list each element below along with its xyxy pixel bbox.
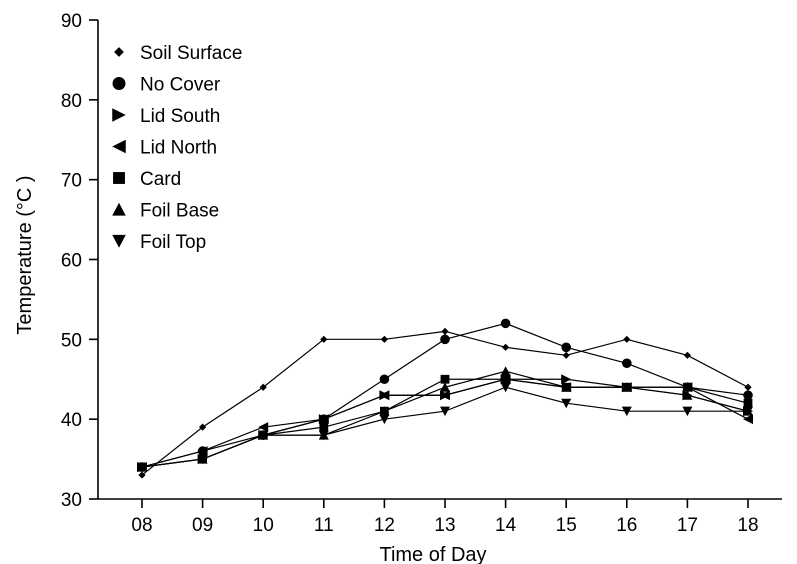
legend-item-soil-surface: Soil Surface [114,43,242,64]
legend-label-lid-north: Lid North [140,138,217,159]
data-point-foil-top [440,406,450,417]
x-tick-label: 09 [192,515,213,536]
legend-item-foil-base: Foil Base [112,201,219,222]
data-point-no-cover [743,390,753,401]
series-line-lid-south [141,378,749,468]
data-point-card [501,374,510,384]
data-point-soil-surface [502,343,510,351]
x-tick-label: 14 [495,515,517,536]
data-point-foil-top [318,430,329,441]
data-point-foil-top [682,406,693,417]
data-point-no-cover [440,334,450,345]
x-tick-label: 12 [374,515,395,536]
data-point-foil-top [137,462,147,473]
data-point-foil-top [258,430,269,441]
data-point-soil-surface [441,327,449,335]
data-point-foil-top [621,406,632,417]
y-tick-label: 30 [61,490,82,511]
data-point-soil-surface [623,335,631,343]
data-point-foil-top [561,398,572,409]
x-tick-label: 08 [131,515,152,536]
data-point-no-cover [561,342,571,353]
data-point-no-cover [500,318,511,329]
data-point-foil-top [379,414,390,425]
legend-item-lid-south: Lid South [112,106,220,127]
legend-label-foil-top: Foil Top [140,232,206,253]
series-line-lid-north [141,378,749,468]
x-tick-label: 17 [677,515,698,536]
data-point-foil-base [440,382,450,392]
data-point-foil-top [197,454,208,465]
x-axis-title: Time of Day [379,544,486,564]
y-tick-label: 60 [61,251,82,272]
data-point-foil-base [682,390,693,400]
x-tick-label: 16 [616,515,637,536]
data-point-soil-surface [320,335,328,343]
data-point-foil-base [379,406,390,416]
y-tick-label: 80 [61,91,82,112]
series-line-foil-top [141,386,748,468]
data-point-soil-surface [744,383,752,391]
data-point-card [683,382,692,392]
legend-marker-lid-north [112,139,126,154]
data-point-foil-top [743,406,753,417]
legend-label-soil-surface: Soil Surface [140,43,242,64]
data-point-soil-surface [199,423,207,431]
data-point-foil-base [500,366,511,376]
data-point-lid-south [561,374,572,385]
legend-item-foil-top: Foil Top [112,232,206,253]
legend-label-card: Card [140,169,181,190]
data-point-soil-surface [562,351,570,359]
y-tick-label: 90 [61,11,82,32]
series-line-card [141,378,749,468]
data-point-no-cover [622,358,632,369]
legend-marker-lid-south [112,108,126,122]
data-point-lid-north [379,390,390,401]
x-tick-label: 18 [737,515,758,536]
data-point-lid-north [743,414,753,425]
y-tick-label: 50 [61,330,82,351]
series-soil-surface [138,327,752,479]
legend-marker-no-cover [112,77,126,90]
data-point-soil-surface [259,383,267,391]
legend-label-foil-base: Foil Base [140,201,219,222]
y-tick-label: 70 [61,171,82,192]
legend-marker-foil-top [112,234,126,248]
legend-marker-soil-surface [114,47,124,57]
y-axis-title: Temperature (°C ) [14,175,36,334]
x-tick-label: 10 [253,515,274,536]
data-point-lid-north [440,390,450,401]
legend-label-lid-south: Lid South [140,106,220,127]
legend-marker-card [113,172,125,184]
data-point-card [440,374,450,384]
series-foil-top [137,382,753,473]
x-tick-label: 11 [314,515,334,536]
data-point-no-cover [379,374,390,385]
data-point-foil-base [621,382,632,392]
legend-marker-foil-base [112,202,126,216]
x-tick-label: 13 [434,515,455,536]
data-point-foil-base [561,382,572,392]
axes: 30 40 50 60 70 80 90 08 09 10 11 12 13 14 15 16 17 18 [61,11,782,536]
data-point-lid-north [197,446,208,457]
legend-item-card: Card [113,169,181,190]
legend-item-lid-north: Lid North [112,138,217,159]
y-tick-label: 40 [61,410,82,431]
legend-label-no-cover: No Cover [140,75,221,96]
legend-item-no-cover: No Cover [112,75,221,96]
data-point-card [743,398,753,408]
series-layer [137,318,753,479]
data-point-soil-surface [683,351,691,359]
data-point-soil-surface [138,471,146,479]
data-point-lid-north [258,422,269,433]
data-point-soil-surface [380,335,388,343]
series-line-soil-surface [141,330,749,476]
data-point-foil-top [500,382,511,393]
data-point-lid-north [318,414,329,425]
data-point-card [319,422,329,432]
legend: Soil Surface No Cover Lid South Lid North Ca… [112,43,242,253]
x-tick-label: 15 [556,515,577,536]
